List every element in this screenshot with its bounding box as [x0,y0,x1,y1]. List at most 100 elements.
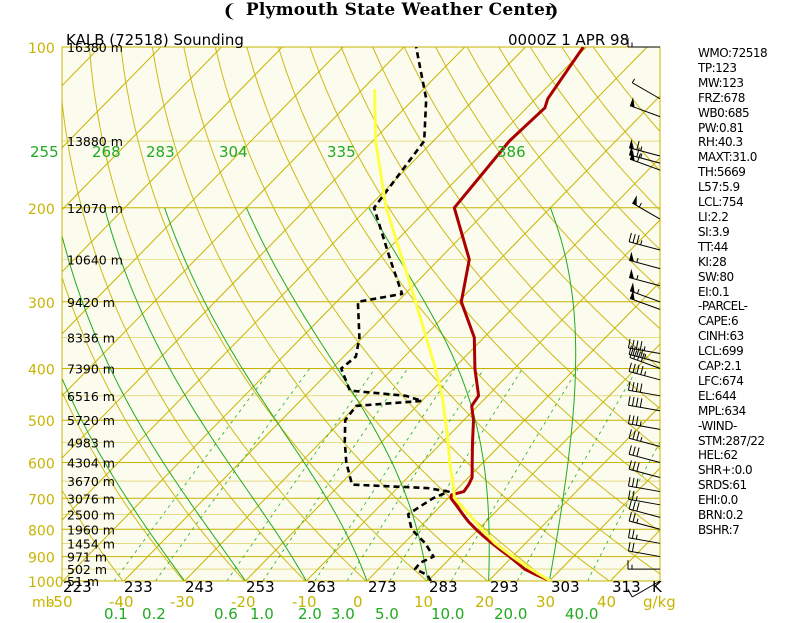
grid-lines [62,47,660,581]
thetae-label: 255 [30,143,59,161]
isotherm-line [184,95,660,581]
isotherm-line [305,219,660,581]
index-line: EL:644 [698,388,737,403]
height-label: 3670 m [67,474,115,489]
isotherm-line [62,47,222,211]
index-line: SW:80 [698,269,734,284]
wind-barb [628,268,661,287]
mixing-ratio-label: 0.1 [104,605,128,623]
isotherm-line [123,47,648,581]
dry-adiabat-line [340,47,660,450]
height-label: 1960 m [67,522,115,537]
isotherm-line [62,47,587,581]
mixing-ratio-label: 5.0 [375,605,399,623]
dry-adiabat-line [372,47,660,410]
moist-adiabat-line [548,207,577,581]
mixing-ratio-label: 20.0 [494,605,527,623]
index-line: LCL:754 [698,195,744,210]
index-line: RH:40.3 [698,135,743,150]
index-line: WMO:72518 [698,46,768,60]
mixing-ratio-label: 3.0 [331,605,355,623]
dry-adiabat-line [435,47,660,330]
dry-adiabat-line [214,47,610,581]
index-line: MW:123 [698,75,744,90]
theta-unit-label: K [652,578,663,596]
wind-barb [628,460,661,478]
index-line: TP:123 [698,60,737,75]
theta-tick-label: 223 [63,578,92,596]
height-label: 3076 m [67,491,115,506]
theta-tick-label: 243 [185,578,214,596]
pressure-tick-label: 500 [28,414,55,430]
thetae-label: 283 [146,143,175,161]
index-line: SI:3.9 [698,224,730,239]
thetae-label: 335 [327,143,356,161]
index-line: BRN:0.2 [698,508,744,523]
wind-barb [629,282,661,303]
height-label: 502 m [67,562,107,577]
mixing-ratio-label: 0.6 [214,605,238,623]
mixing-ratio-line [587,441,660,581]
index-line: LCL:699 [698,344,744,359]
dry-adiabat-line [466,47,660,290]
pressure-tick-label: 400 [28,363,55,379]
mixing-ratio-line [226,368,376,581]
pressure-tick-label: 900 [28,551,55,567]
mixing-ratio-unit-label: g/kg [643,593,676,611]
wind-barb [627,414,661,430]
mixing-ratio-line [450,368,579,581]
isotherm-line [62,47,344,335]
height-label: 8336 m [67,331,115,346]
moist-adiabat-line [62,233,246,581]
wind-barb [628,500,661,518]
wind-barbs [627,38,661,598]
mixing-ratio-label: 1.0 [250,605,274,623]
wind-barb [627,396,661,412]
height-label: 6516 m [67,389,115,404]
mixing-ratio-line [314,368,456,581]
wind-barb [627,580,661,598]
index-line: SHR+:0.0 [698,463,753,478]
wind-barb [631,78,661,100]
index-line: HEL:62 [698,448,738,463]
flag-right-icon: ❩ [545,1,561,22]
dry-adiabat-line [88,47,367,581]
index-line: L57:5.9 [698,180,740,195]
dry-adiabat-line [309,47,660,491]
theta-tick-label: 283 [429,578,458,596]
height-label: 9420 m [67,295,115,310]
temperature-profile [449,47,585,581]
pressure-tick-label: 700 [28,492,55,508]
wind-barb [628,251,661,270]
dry-adiabat-line [62,275,245,581]
index-line: -WIND- [698,418,737,433]
thetae-label: 304 [219,143,248,161]
temp-tick-label: -30 [170,593,195,611]
isotherm-line [549,467,660,581]
wind-barb [628,445,661,464]
mixing-ratio-line [516,368,638,581]
isotherm-line [62,47,466,459]
dry-adiabat-line [277,47,660,533]
wind-barb [627,38,660,48]
dry-adiabat-line [403,47,660,370]
mixing-ratio-label: 10.0 [431,605,464,623]
page-title: Plymouth State Weather Center [245,0,555,20]
plot-background [62,47,660,581]
isotherm-line [62,47,162,149]
header-bar: ❨ Plymouth State Weather Center ❩ [0,0,800,24]
mixing-ratio-label: 0.2 [142,605,166,623]
index-line: WB0:685 [698,105,750,120]
pressure-tick-label: 1000 [28,575,64,591]
height-label: 4983 m [67,435,115,450]
isotherm-line [488,405,660,581]
flag-left-icon: ❨ [222,1,238,22]
temp-tick-label: 30 [536,593,555,611]
theta-tick-label: 253 [246,578,275,596]
index-line: LFC:674 [698,373,744,388]
index-line: SRDS:61 [698,478,747,493]
moist-adiabat-line [368,207,490,581]
theta-tick-label: 293 [490,578,519,596]
dry-adiabat-line [62,96,306,581]
